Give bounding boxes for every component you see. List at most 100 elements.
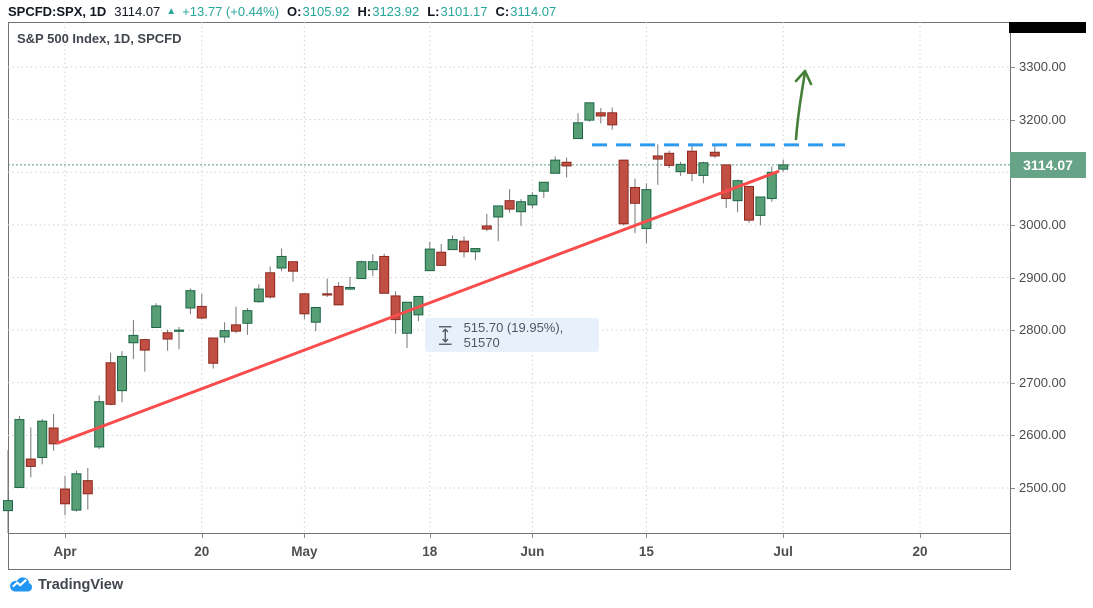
- candle-body: [607, 112, 618, 126]
- price-tick: [1011, 67, 1015, 68]
- candle-body: [436, 251, 447, 266]
- trendline-drawing[interactable]: [56, 170, 780, 445]
- candle-body: [71, 473, 82, 511]
- candle-body: [481, 225, 492, 230]
- candle: [538, 181, 549, 199]
- time-tick: [646, 534, 648, 538]
- close-value: 3114.07: [510, 3, 557, 19]
- candle-body: [595, 112, 606, 117]
- candle-body: [493, 205, 504, 218]
- breakout-arrow-drawing[interactable]: [794, 70, 807, 141]
- candle-body: [208, 337, 219, 364]
- candle: [744, 185, 754, 223]
- tradingview-logo-text: TradingView: [38, 576, 124, 593]
- time-tick-label: 18: [422, 544, 438, 559]
- time-tick-label: Apr: [53, 544, 77, 559]
- candle: [584, 102, 595, 122]
- time-tick: [532, 534, 534, 538]
- candle: [573, 113, 583, 140]
- candle-body: [470, 248, 481, 253]
- candle-body: [185, 290, 196, 309]
- candle-body: [196, 305, 207, 319]
- candle-body: [675, 163, 686, 173]
- price-tick-label: 3300.00: [1019, 59, 1066, 74]
- candle: [641, 183, 652, 244]
- candle: [139, 339, 150, 372]
- candle: [310, 306, 321, 332]
- candle-body: [390, 295, 401, 321]
- time-tick: [920, 534, 921, 538]
- close-label: C:: [495, 3, 510, 19]
- low-label: L:: [427, 3, 440, 19]
- price-tick-label: 2900.00: [1019, 269, 1066, 285]
- price-tick: [1011, 435, 1015, 437]
- candle-body: [345, 286, 355, 290]
- candle-body: [219, 330, 230, 338]
- candle-body: [253, 288, 264, 303]
- candle-body: [447, 239, 458, 251]
- time-tick-label: Jun: [520, 544, 545, 559]
- candle-body: [424, 248, 435, 272]
- candle: [151, 303, 162, 328]
- symbol-info-bar: SPCFD:SPX, 1D 3114.07 ▲ +13.77 (+0.44%) …: [8, 2, 556, 20]
- price-axis[interactable]: 2500.00 2600.00 2700.00 2800.00 2900.00 3000.…: [1011, 22, 1086, 570]
- candle-body: [687, 150, 697, 174]
- candle: [527, 192, 538, 209]
- candle: [550, 156, 561, 174]
- candle: [595, 108, 606, 124]
- candle: [25, 427, 36, 478]
- candle: [253, 284, 264, 303]
- candle-body: [538, 181, 549, 192]
- time-axis-separator: [8, 533, 1086, 534]
- price-tick-label: 2600.00: [1019, 427, 1066, 443]
- candle-body: [94, 401, 105, 448]
- candle: [196, 293, 207, 320]
- candle: [276, 248, 287, 272]
- price-change: +13.77 (+0.44%): [182, 3, 280, 19]
- candle: [516, 199, 526, 226]
- chart-legend[interactable]: S&P 500 Index, 1D, SPCFD: [17, 31, 182, 46]
- candle-body: [128, 334, 139, 344]
- measure-tool-label[interactable]: 515.70 (19.95%), 51570: [425, 318, 599, 352]
- tradingview-logo[interactable]: TradingView: [8, 576, 123, 593]
- time-tick-label: Jul: [773, 544, 793, 559]
- price-tick-label: 3000.00: [1019, 216, 1066, 232]
- candle: [265, 266, 276, 299]
- up-triangle-icon: ▲: [166, 5, 177, 17]
- symbol-name[interactable]: SPCFD:SPX, 1D: [8, 3, 107, 19]
- time-axis[interactable]: Apr 20 May 18 Jun 15 Jul 20: [8, 534, 1010, 570]
- candle: [664, 150, 675, 169]
- candle: [3, 450, 13, 533]
- last-price-badge: 3114.07: [1010, 151, 1086, 178]
- price-tick-label: 2800.00: [1019, 322, 1066, 338]
- candle: [299, 293, 310, 320]
- candle: [379, 253, 390, 294]
- candle-body: [402, 301, 412, 334]
- candle: [231, 306, 241, 334]
- candle: [60, 475, 70, 516]
- candle-body: [561, 161, 572, 167]
- high-value: 3123.92: [372, 3, 420, 19]
- candle-body: [527, 194, 538, 206]
- candle: [219, 322, 230, 343]
- candle: [71, 470, 82, 512]
- chart-plot-area[interactable]: [0, 22, 1010, 533]
- candle: [105, 352, 116, 406]
- candle: [504, 189, 515, 213]
- price-tick: [1011, 277, 1015, 279]
- time-tick: [65, 534, 66, 538]
- candle-body: [162, 332, 173, 340]
- candle: [356, 260, 367, 280]
- candle-body: [333, 285, 344, 306]
- time-tick-label: 15: [638, 544, 654, 559]
- candle-body: [139, 339, 150, 351]
- price-tick-label: 3200.00: [1019, 111, 1066, 127]
- candle: [390, 291, 401, 334]
- candle-body: [37, 420, 48, 458]
- last-price: 3114.07: [114, 3, 161, 19]
- candle-body: [709, 151, 720, 157]
- candle-body: [265, 272, 276, 298]
- candle: [128, 320, 139, 360]
- candle-body: [573, 122, 583, 140]
